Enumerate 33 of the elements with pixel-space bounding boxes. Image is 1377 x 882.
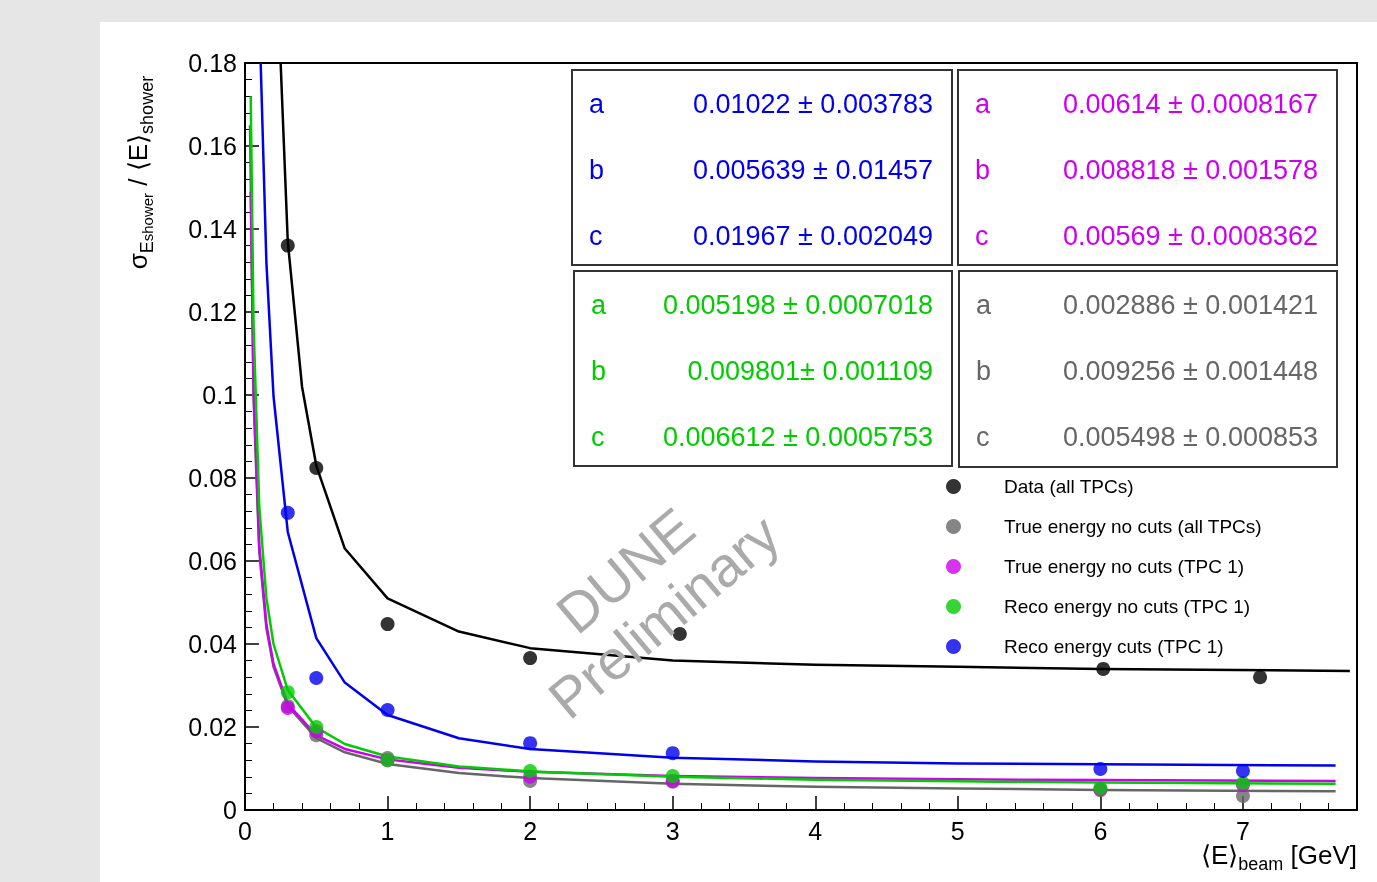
legend-label: Reco energy no cuts (TPC 1) — [1004, 596, 1251, 617]
text: b 0.009256 ± 0.001448 — [976, 356, 1318, 386]
x-tick-label: 3 — [665, 816, 680, 845]
y-tick-label: 0.1 — [202, 381, 237, 409]
legend-label: Data (all TPCs) — [1004, 476, 1134, 497]
x-tick-label: 4 — [808, 816, 823, 845]
text: b 0.005639 ± 0.01457 — [589, 155, 933, 185]
text: b 0.008818 ± 0.001578 — [975, 155, 1318, 185]
text: a 0.005198 ± 0.0007018 — [591, 290, 933, 320]
y-tick-label: 0.12 — [188, 298, 237, 326]
text: a 0.002886 ± 0.001421 — [976, 290, 1318, 320]
legend-label: Reco energy cuts (TPC 1) — [1004, 636, 1224, 657]
text: a 0.01022 ± 0.003783 — [589, 89, 933, 119]
x-tick-label: 6 — [1093, 816, 1108, 845]
text: c 0.00569 ± 0.0008362 — [975, 221, 1318, 251]
y-tick-label: 0.04 — [188, 630, 238, 658]
x-tick-label: 1 — [380, 816, 395, 845]
y-tick-label: 0.02 — [188, 713, 237, 741]
text: b 0.009801± 0.001109 — [591, 356, 933, 386]
y-tick-label: 0 — [223, 796, 237, 824]
x-tick-label: 2 — [523, 816, 538, 845]
y-tick-label: 0.16 — [188, 132, 237, 160]
x-tick-label: 5 — [950, 816, 965, 845]
text: a 0.00614 ± 0.0008167 — [975, 89, 1318, 119]
y-tick-label: 0.08 — [188, 464, 237, 492]
legend-label: True energy no cuts (TPC 1) — [1004, 556, 1245, 577]
text: c 0.005498 ± 0.000853 — [976, 422, 1318, 452]
text: c 0.006612 ± 0.0005753 — [591, 422, 933, 452]
text: c 0.01967 ± 0.002049 — [589, 221, 933, 251]
y-tick-label: 0.18 — [188, 49, 237, 77]
y-tick-label: 0.06 — [188, 547, 237, 575]
legend-label: True energy no cuts (all TPCs) — [1004, 516, 1262, 537]
y-tick-label: 0.14 — [188, 215, 238, 243]
